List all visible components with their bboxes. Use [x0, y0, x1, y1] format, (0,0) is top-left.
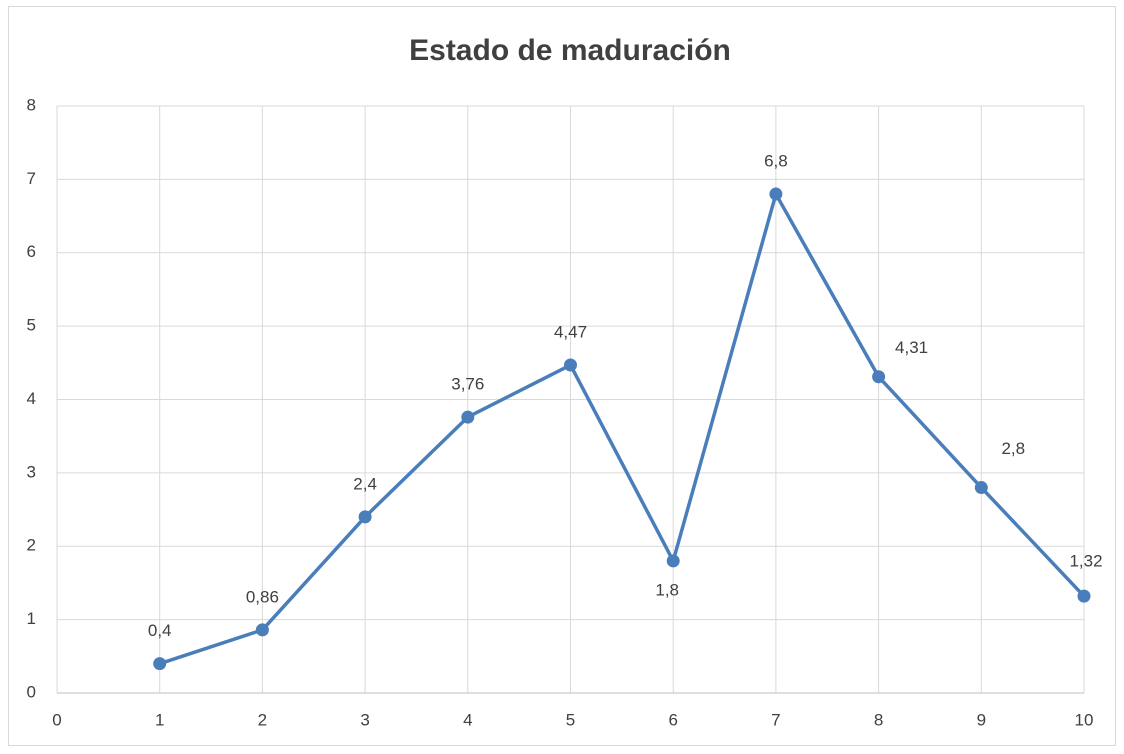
- y-tick-label: 1: [27, 609, 36, 628]
- data-point: [769, 187, 783, 201]
- y-tick-label: 2: [27, 536, 36, 555]
- data-label: 2,4: [353, 474, 377, 493]
- data-label: 3,76: [451, 375, 484, 394]
- x-tick-label: 6: [668, 710, 677, 729]
- data-point: [872, 370, 886, 384]
- chart-frame: [8, 6, 1116, 746]
- data-point: [358, 510, 372, 524]
- y-tick-label: 4: [27, 389, 36, 408]
- data-label: 4,47: [554, 322, 587, 341]
- data-point: [461, 410, 475, 424]
- x-tick-label: 7: [771, 710, 780, 729]
- y-tick-label: 0: [27, 682, 36, 701]
- chart-title: Estado de maduración: [409, 34, 731, 67]
- data-label: 2,8: [1001, 439, 1025, 458]
- data-label: 1,8: [655, 580, 679, 599]
- data-point: [564, 358, 577, 372]
- y-tick-label: 7: [27, 169, 36, 188]
- x-tick-label: 9: [977, 710, 986, 729]
- data-label: 4,31: [895, 338, 928, 357]
- series-line: [159, 192, 1086, 666]
- y-tick-label: 6: [27, 242, 36, 261]
- y-tick-label: 8: [27, 95, 36, 114]
- y-tick-label: 3: [27, 462, 36, 481]
- x-tick-label: 4: [463, 710, 472, 729]
- data-label: 1,32: [1069, 552, 1102, 571]
- x-tick-label: 8: [874, 710, 883, 729]
- data-label: 0,86: [246, 587, 279, 606]
- data-point: [255, 623, 269, 637]
- data-point: [153, 657, 167, 671]
- data-point: [974, 481, 988, 495]
- data-label: 6,8: [764, 152, 788, 171]
- x-tick-label: 5: [566, 710, 575, 729]
- x-tick-label: 1: [155, 710, 164, 729]
- y-tick-label: 5: [27, 316, 36, 335]
- data-point: [666, 554, 680, 568]
- x-tick-label: 0: [52, 710, 61, 729]
- x-tick-label: 2: [258, 710, 267, 729]
- data-label: 0,4: [148, 621, 172, 640]
- data-point: [1077, 589, 1091, 603]
- x-tick-label: 3: [360, 710, 369, 729]
- x-tick-label: 10: [1075, 710, 1094, 729]
